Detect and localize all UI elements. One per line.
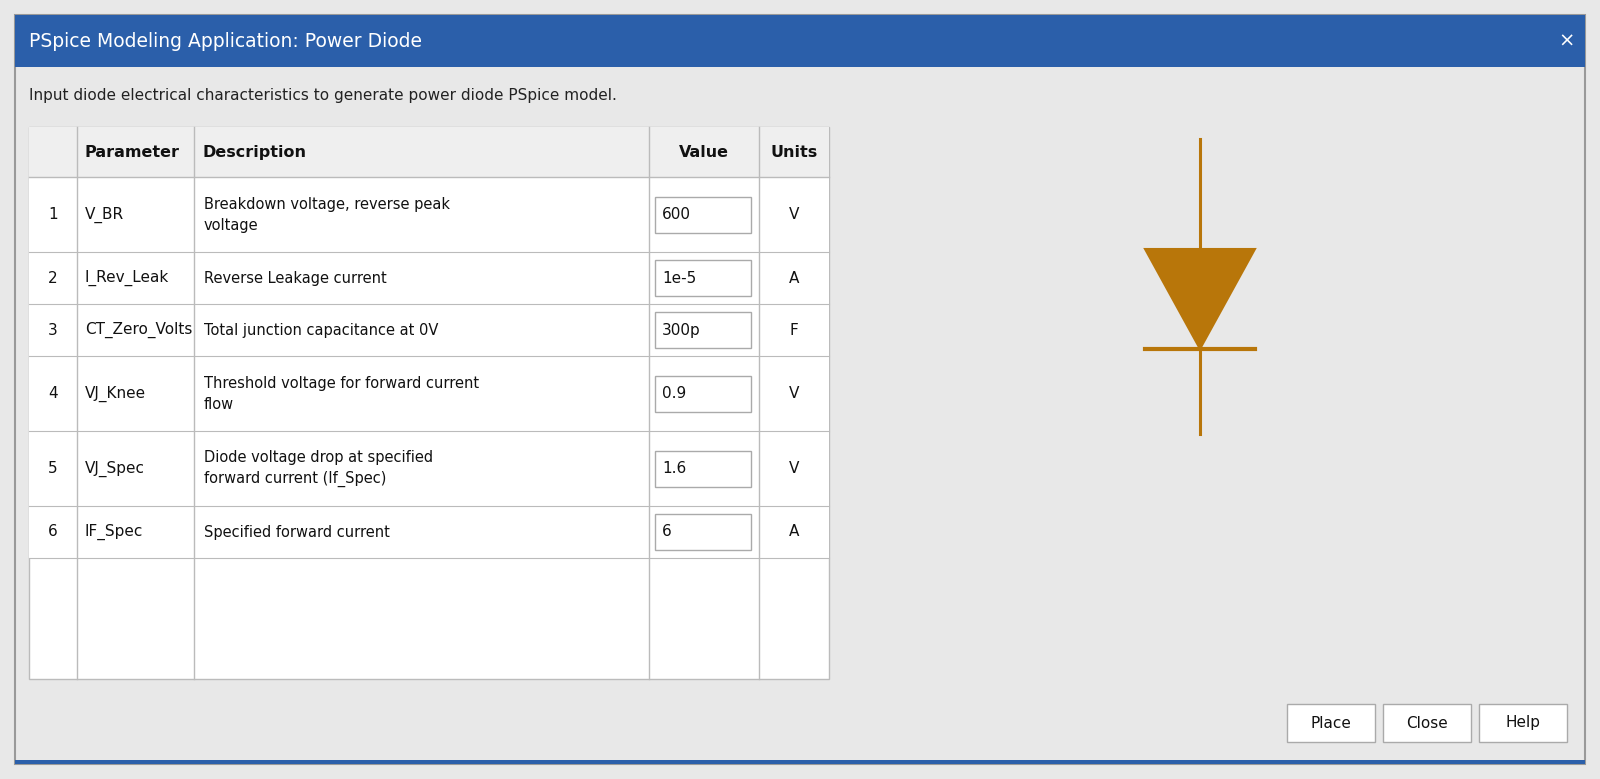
Text: 1: 1 — [48, 207, 58, 222]
FancyBboxPatch shape — [14, 15, 1586, 764]
Text: V: V — [789, 461, 798, 476]
Text: 600: 600 — [662, 207, 691, 222]
Text: Breakdown voltage, reverse peak
voltage: Breakdown voltage, reverse peak voltage — [205, 196, 450, 232]
FancyBboxPatch shape — [654, 196, 750, 232]
FancyBboxPatch shape — [654, 375, 750, 411]
Text: 4: 4 — [48, 386, 58, 401]
Text: Reverse Leakage current: Reverse Leakage current — [205, 270, 387, 285]
Text: A: A — [789, 524, 798, 540]
Text: CT_Zero_Volts: CT_Zero_Volts — [85, 322, 192, 338]
Text: 300p: 300p — [662, 323, 701, 337]
Text: Description: Description — [202, 144, 306, 160]
Text: Specified forward current: Specified forward current — [205, 524, 390, 540]
Text: 2: 2 — [48, 270, 58, 285]
FancyBboxPatch shape — [29, 356, 829, 431]
Text: 1.6: 1.6 — [662, 461, 686, 476]
Text: V: V — [789, 386, 798, 401]
Text: V_BR: V_BR — [85, 206, 125, 223]
Text: Units: Units — [770, 144, 818, 160]
Text: IF_Spec: IF_Spec — [85, 524, 144, 540]
Text: Total junction capacitance at 0V: Total junction capacitance at 0V — [205, 323, 438, 337]
FancyBboxPatch shape — [29, 304, 829, 356]
Text: 3: 3 — [48, 323, 58, 337]
Text: PSpice Modeling Application: Power Diode: PSpice Modeling Application: Power Diode — [29, 31, 422, 51]
Text: Parameter: Parameter — [85, 144, 179, 160]
Text: Input diode electrical characteristics to generate power diode PSpice model.: Input diode electrical characteristics t… — [29, 87, 618, 103]
Text: A: A — [789, 270, 798, 285]
Text: ×: × — [1558, 31, 1574, 51]
Text: F: F — [790, 323, 798, 337]
FancyBboxPatch shape — [654, 450, 750, 487]
Text: 1e-5: 1e-5 — [662, 270, 696, 285]
FancyBboxPatch shape — [29, 506, 829, 558]
FancyBboxPatch shape — [654, 514, 750, 550]
Text: Diode voltage drop at specified
forward current (If_Spec): Diode voltage drop at specified forward … — [205, 450, 434, 487]
FancyBboxPatch shape — [1382, 704, 1470, 742]
FancyBboxPatch shape — [1286, 704, 1374, 742]
Text: I_Rev_Leak: I_Rev_Leak — [85, 270, 170, 286]
Text: Close: Close — [1406, 715, 1448, 731]
FancyBboxPatch shape — [29, 127, 829, 177]
Text: Threshold voltage for forward current
flow: Threshold voltage for forward current fl… — [205, 375, 478, 411]
Text: Value: Value — [678, 144, 730, 160]
Text: Help: Help — [1506, 715, 1541, 731]
Text: 6: 6 — [48, 524, 58, 540]
FancyBboxPatch shape — [29, 127, 829, 679]
Text: Place: Place — [1310, 715, 1352, 731]
FancyBboxPatch shape — [14, 760, 1586, 764]
Text: 0.9: 0.9 — [662, 386, 686, 401]
FancyBboxPatch shape — [1478, 704, 1566, 742]
Text: V: V — [789, 207, 798, 222]
Text: VJ_Spec: VJ_Spec — [85, 460, 146, 477]
Text: 5: 5 — [48, 461, 58, 476]
FancyBboxPatch shape — [654, 260, 750, 296]
FancyBboxPatch shape — [29, 177, 829, 252]
FancyBboxPatch shape — [14, 15, 1586, 67]
FancyBboxPatch shape — [29, 431, 829, 506]
FancyBboxPatch shape — [29, 252, 829, 304]
Text: VJ_Knee: VJ_Knee — [85, 386, 146, 402]
Polygon shape — [1146, 249, 1254, 349]
FancyBboxPatch shape — [654, 312, 750, 348]
Text: 6: 6 — [662, 524, 672, 540]
